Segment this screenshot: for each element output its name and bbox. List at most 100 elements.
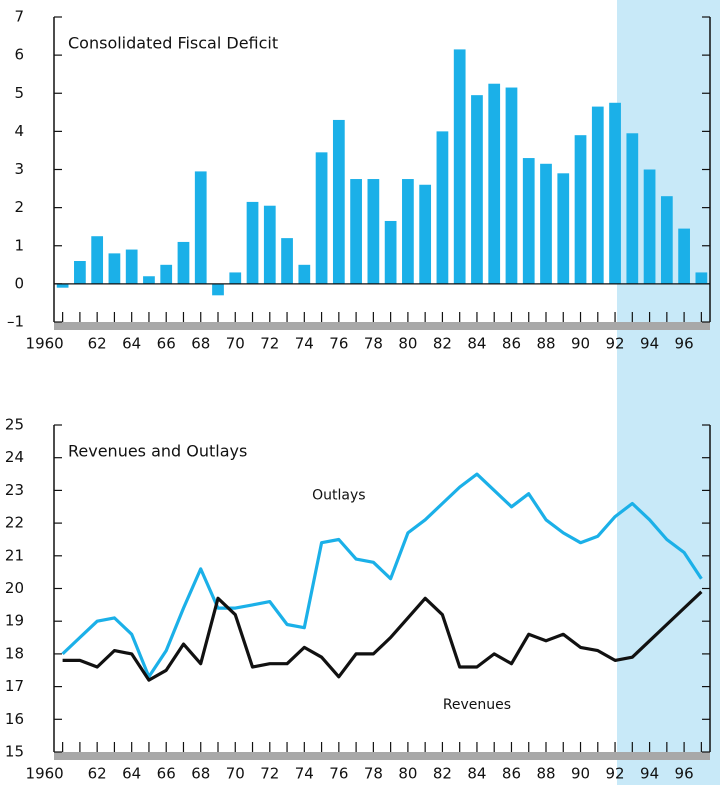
y-tick-label: 16 [5, 710, 24, 728]
bar [91, 236, 104, 284]
x-tick-label: 74 [295, 335, 314, 353]
x-tick-label: 76 [329, 765, 348, 783]
bar [212, 283, 224, 296]
bar [505, 87, 518, 284]
x-tick-label: 92 [606, 765, 625, 783]
bar [609, 102, 621, 284]
x-tick-label: 1960 [26, 335, 64, 353]
bar [453, 49, 466, 284]
bar [695, 272, 708, 284]
x-tick-label: 78 [364, 335, 383, 353]
bar [194, 171, 207, 284]
x-tick-label: 62 [88, 765, 107, 783]
bar [402, 179, 414, 284]
bar [678, 228, 690, 284]
x-tick-label: 74 [295, 765, 314, 783]
projection-shading [617, 0, 720, 785]
x-tick-label: 94 [640, 765, 659, 783]
bar [660, 196, 673, 284]
x-tick-label: 80 [398, 335, 417, 353]
x-tick-label: 86 [502, 765, 521, 783]
bar [246, 201, 259, 284]
y-tick-label: 4 [14, 122, 24, 140]
chart-title: Consolidated Fiscal Deficit [68, 34, 278, 53]
bar [160, 264, 173, 284]
y-tick-label: 25 [5, 416, 24, 434]
x-tick-label: 90 [571, 765, 590, 783]
bar [332, 119, 345, 284]
x-tick-label: 66 [157, 765, 176, 783]
x-tick-label: 84 [467, 335, 486, 353]
y-tick-label: 18 [5, 644, 24, 662]
y-tick-label: 24 [5, 448, 24, 466]
y-tick-label: 7 [14, 8, 24, 26]
bar [626, 133, 639, 284]
x-tick-label: 92 [606, 335, 625, 353]
x-tick-label: 72 [260, 765, 279, 783]
bar [488, 83, 501, 284]
bar [281, 238, 293, 284]
x-tick-label: 72 [260, 335, 279, 353]
y-tick-label: 15 [5, 743, 24, 761]
x-tick-label: 88 [536, 335, 555, 353]
x-tick-label: 82 [433, 765, 452, 783]
bar [177, 241, 190, 284]
x-tick-label: 62 [88, 335, 107, 353]
bar [229, 272, 242, 284]
bar [574, 135, 587, 284]
bar [471, 95, 483, 284]
x-tick-label: 64 [122, 765, 141, 783]
x-tick-label: 82 [433, 335, 452, 353]
bar [591, 106, 604, 284]
y-tick-label: 5 [14, 84, 24, 102]
y-tick-label: 22 [5, 514, 24, 532]
y-tick-label: –1 [7, 313, 24, 331]
x-tick-label: 68 [191, 335, 210, 353]
y-tick-label: 1 [14, 236, 24, 254]
x-tick-label: 68 [191, 765, 210, 783]
bar [384, 220, 397, 284]
x-tick-label: 88 [536, 765, 555, 783]
bar [125, 249, 138, 284]
series-label: Outlays [312, 487, 365, 503]
x-tick-label: 90 [571, 335, 590, 353]
bar [143, 276, 155, 284]
x-tick-label: 64 [122, 335, 141, 353]
bar [522, 158, 535, 284]
bar [315, 152, 328, 284]
y-tick-label: 23 [5, 481, 24, 499]
bar [350, 179, 362, 284]
y-tick-label: 2 [14, 198, 24, 216]
bar [74, 261, 86, 284]
bar [108, 253, 121, 284]
y-tick-label: 20 [5, 579, 24, 597]
x-axis-band [54, 322, 710, 330]
bar [298, 264, 311, 284]
y-tick-label: 6 [14, 46, 24, 64]
bar [436, 131, 449, 284]
bar [367, 179, 380, 284]
series-label: Revenues [443, 697, 511, 713]
x-tick-label: 86 [502, 335, 521, 353]
y-tick-label: 17 [5, 677, 24, 695]
chart-title: Revenues and Outlays [68, 442, 247, 461]
bar [419, 184, 432, 284]
x-tick-label: 70 [226, 765, 245, 783]
x-tick-label: 84 [467, 765, 486, 783]
x-tick-label: 76 [329, 335, 348, 353]
bar [263, 205, 276, 284]
bar [643, 169, 656, 284]
x-tick-label: 96 [675, 765, 694, 783]
x-tick-label: 96 [675, 335, 694, 353]
x-tick-label: 80 [398, 765, 417, 783]
bar [557, 173, 570, 284]
x-axis-band [54, 752, 710, 760]
series-line [62, 590, 703, 682]
x-tick-label: 66 [157, 335, 176, 353]
x-tick-label: 70 [226, 335, 245, 353]
y-tick-label: 3 [14, 160, 24, 178]
x-tick-label: 78 [364, 765, 383, 783]
y-tick-label: 0 [14, 274, 24, 292]
